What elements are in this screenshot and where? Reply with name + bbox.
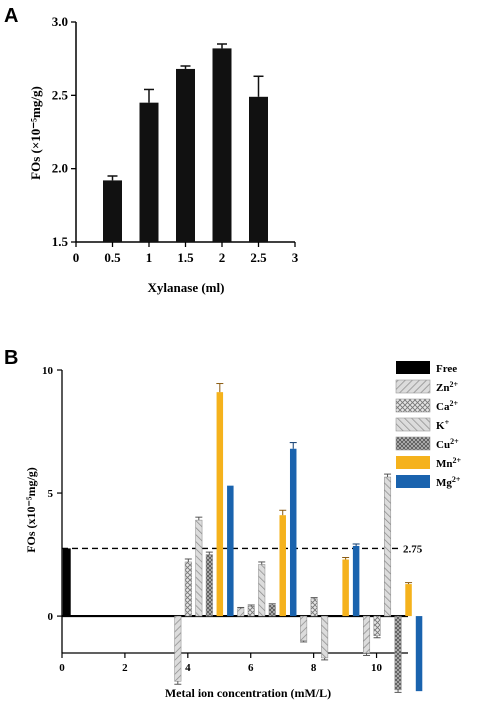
- bar-zn: [363, 615, 371, 654]
- bar-mn: [216, 392, 224, 617]
- panel-a-ylabel: FOs (×10⁻⁵mg/g): [28, 86, 43, 180]
- bar-cu: [205, 554, 213, 617]
- bar-zn: [300, 615, 308, 641]
- bar-k: [384, 476, 392, 617]
- bar-mg: [289, 448, 297, 617]
- legend-swatch: [395, 379, 431, 394]
- legend-swatch: [395, 398, 431, 413]
- bar: [103, 180, 122, 242]
- y-tick-label: 3.0: [52, 14, 68, 29]
- legend-label-charge: 2+: [453, 456, 462, 465]
- legend-swatch: [396, 456, 430, 469]
- legend-label-name: Ca: [436, 401, 450, 413]
- x-tick-label: 0.5: [104, 250, 121, 265]
- x-tick-label: 6: [248, 662, 254, 674]
- legend-label: Mn2+: [436, 456, 462, 470]
- legend-label: Cu2+: [436, 437, 459, 451]
- panel-a-chart: 1.5 2.0 2.5 3.0 0 0.5 1 1.5 2 2.5 3: [52, 14, 299, 265]
- y-tick-label: 1.5: [52, 234, 69, 249]
- bar-cu: [268, 604, 276, 617]
- bar-k: [258, 564, 266, 617]
- legend-swatch: [395, 417, 431, 432]
- bar-ca: [247, 605, 255, 617]
- x-tick-label: 0: [59, 662, 65, 674]
- y-tick-label: 0: [48, 611, 54, 623]
- x-tick-label: 8: [311, 662, 317, 674]
- x-tick-label: 1: [146, 250, 153, 265]
- legend-label-charge: 2+: [449, 380, 458, 389]
- x-tick-label: 2: [219, 250, 226, 265]
- legend-label-charge: 2+: [450, 437, 459, 446]
- reference-line-label: 2.75: [403, 543, 423, 555]
- legend-label-name: Mn: [436, 458, 453, 470]
- legend-label-name: K: [436, 420, 445, 432]
- bar-zn: [174, 615, 182, 682]
- panel-b-ylabel: FOs (x10⁻⁵mg/g): [24, 467, 38, 553]
- x-tick-label: 1.5: [177, 250, 194, 265]
- legend-label: Zn2+: [436, 380, 458, 394]
- panel-a-letter: A: [4, 5, 18, 27]
- bar-ca: [310, 598, 318, 617]
- bar-mg: [415, 616, 423, 692]
- bar: [139, 102, 159, 243]
- bar-mn: [405, 584, 412, 617]
- x-tick-label: 0: [73, 250, 80, 265]
- panel-b-letter: B: [4, 347, 18, 369]
- bar-free: [62, 548, 71, 617]
- bar-zn: [237, 608, 245, 617]
- legend-label-name: Free: [436, 363, 457, 375]
- legend-label-charge: 2+: [452, 475, 461, 484]
- bar: [176, 68, 195, 242]
- legend-swatch: [396, 475, 430, 488]
- bar-ca: [373, 615, 381, 637]
- y-tick-label: 2.0: [52, 161, 68, 176]
- x-tick-label: 2.5: [250, 250, 267, 265]
- legend-label: Ca2+: [436, 399, 458, 413]
- panel-b-xlabel: Metal ion concentration (mM/L): [165, 686, 331, 700]
- bar-k: [321, 615, 329, 659]
- x-tick-label: 10: [371, 662, 383, 674]
- x-tick-label: 4: [185, 662, 191, 674]
- y-tick-label: 10: [42, 365, 54, 377]
- bar-k: [195, 519, 203, 617]
- x-tick-label: 3: [292, 250, 299, 265]
- legend-label-charge: 2+: [449, 399, 458, 408]
- legend-label: Free: [436, 363, 457, 375]
- x-tick-label: 2: [122, 662, 128, 674]
- bar-mg: [227, 485, 234, 617]
- legend-label: K+: [436, 418, 450, 432]
- legend-label-name: Zn: [436, 382, 449, 394]
- panel-b-chart: 0 5 10 0 2 4 6 8 10 2.75: [42, 365, 423, 693]
- legend-label: Mg2+: [436, 475, 461, 489]
- bar-mg: [352, 545, 360, 617]
- legend-label-name: Cu: [436, 439, 450, 451]
- legend-label-name: Mg: [436, 477, 452, 489]
- y-tick-label: 2.5: [52, 87, 69, 102]
- legend-swatch: [395, 436, 431, 451]
- bar-cu: [394, 615, 402, 691]
- legend-swatch: [396, 361, 430, 374]
- bar: [249, 96, 268, 242]
- legend-label-charge: +: [445, 418, 450, 427]
- bar-mn: [279, 515, 286, 617]
- y-tick-label: 5: [48, 488, 54, 500]
- bar-mn: [342, 559, 349, 617]
- bar: [212, 48, 232, 243]
- bar-ca: [184, 561, 192, 617]
- panel-a-xlabel: Xylanase (ml): [148, 280, 225, 295]
